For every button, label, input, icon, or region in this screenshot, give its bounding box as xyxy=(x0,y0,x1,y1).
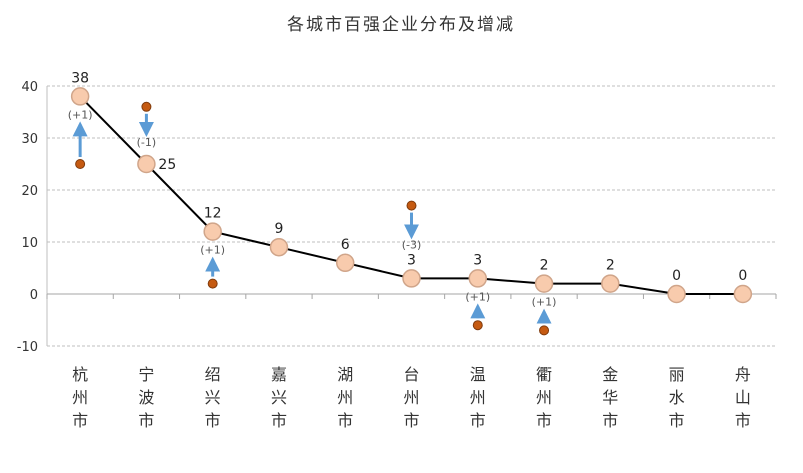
category-label: 丽水市 xyxy=(669,365,685,430)
change-marker xyxy=(406,200,417,211)
x-axis: 杭州市 宁波市 绍兴市 嘉兴市 湖州市 台州市 温州市 衢州市 金华市 丽水市 舟山市 xyxy=(46,293,777,430)
data-label: 9 xyxy=(274,221,283,237)
category-label: 舟山市 xyxy=(735,365,751,430)
y-tick-label: -10 xyxy=(17,340,38,355)
category-label: 嘉兴市 xyxy=(271,365,287,430)
change-label: (+1) xyxy=(532,296,557,309)
data-point xyxy=(335,253,355,273)
category-label: 台州市 xyxy=(403,365,419,430)
data-point xyxy=(667,284,686,304)
category-label: 宁波市 xyxy=(138,365,154,430)
data-point xyxy=(269,237,289,257)
data-labels: 38 25 12 9 6 3 3 2 2 0 0 xyxy=(71,70,747,284)
y-tick-label: 0 xyxy=(30,288,38,303)
change-marker xyxy=(75,159,86,169)
chart-title: 各城市百强企业分布及增减 xyxy=(287,15,515,35)
data-label: 2 xyxy=(606,258,615,274)
data-point xyxy=(203,222,222,241)
y-tick-label: 40 xyxy=(21,80,38,95)
change-label: (+1) xyxy=(68,108,93,121)
change-label: (+1) xyxy=(465,290,490,303)
data-point xyxy=(534,274,554,293)
y-tick-label: 20 xyxy=(21,184,38,199)
data-label: 2 xyxy=(540,258,549,274)
change-markers: (+1) (-1) (+1) (-3) (+1) (+1) xyxy=(68,101,557,336)
data-label: 0 xyxy=(738,268,747,284)
category-label: 温州市 xyxy=(470,365,486,430)
data-label: 38 xyxy=(71,70,89,86)
y-tick-label: 30 xyxy=(21,132,38,147)
data-label: 3 xyxy=(473,252,482,268)
category-label: 衢州市 xyxy=(536,365,552,430)
category-label: 杭州市 xyxy=(72,365,88,430)
change-label: (-1) xyxy=(137,136,157,149)
y-tick-label: 10 xyxy=(21,236,38,251)
change-marker xyxy=(472,320,483,331)
change-marker xyxy=(141,101,152,112)
data-point xyxy=(402,269,421,288)
category-label: 湖州市 xyxy=(337,365,353,430)
change-label: (-3) xyxy=(402,238,422,251)
category-label: 绍兴市 xyxy=(205,365,221,430)
data-label: 0 xyxy=(672,268,681,284)
data-label: 3 xyxy=(407,252,416,268)
data-label: 12 xyxy=(204,206,222,222)
grid-lines xyxy=(47,85,776,347)
data-points xyxy=(70,87,753,304)
data-point xyxy=(137,154,156,174)
data-point xyxy=(601,274,620,293)
category-label: 金华市 xyxy=(602,365,618,430)
change-marker xyxy=(207,278,218,289)
change-marker xyxy=(539,325,550,336)
change-label: (+1) xyxy=(200,244,225,257)
data-point xyxy=(70,87,90,106)
y-axis: -10 0 10 20 30 40 xyxy=(17,80,48,355)
data-point xyxy=(468,269,488,288)
data-point xyxy=(733,284,753,304)
data-label: 25 xyxy=(158,157,176,173)
data-label: 6 xyxy=(341,237,350,253)
